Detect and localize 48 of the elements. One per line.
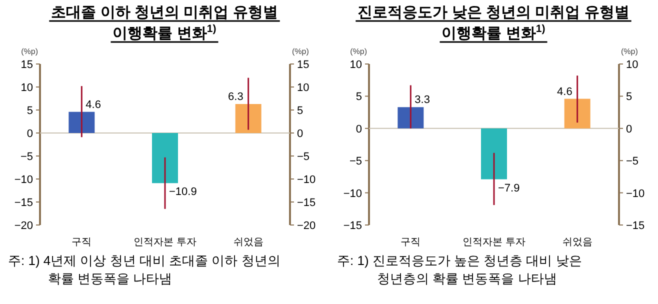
y2-tick-label: 10 <box>626 59 638 71</box>
y-tick-label: −5 <box>20 151 33 163</box>
y-tick-label: −15 <box>14 197 33 209</box>
data-label: 6.3 <box>228 91 244 104</box>
data-label: 4.6 <box>557 86 572 98</box>
y2-tick-label: −5 <box>297 151 310 163</box>
y2-tick-label: −5 <box>626 156 639 168</box>
x-tick-label: 쉬었음 <box>233 237 264 248</box>
y-tick-label: 5 <box>356 91 362 104</box>
x-tick-label: 인적자본 투자 <box>462 237 526 248</box>
y2-tick-label: 5 <box>297 105 304 117</box>
y2-tick-label: −10 <box>626 188 645 200</box>
y-tick-label: 0 <box>356 123 362 136</box>
data-label: 4.6 <box>86 98 101 111</box>
y2-tick-label: 0 <box>626 123 632 136</box>
data-label: −10.9 <box>169 186 197 198</box>
y-tick-label: 15 <box>20 59 33 71</box>
y2-axis-title: (%p) <box>292 47 310 56</box>
text: 주: 1) 4년제 이상 청년 대비 초대졸 이하 청년의 확률 변동폭을 나타냄 <box>8 253 280 286</box>
y-tick-label: −15 <box>343 220 362 232</box>
chart-title: 초대졸 이하 청년의 미취업 유형별 이행확률 변화$^{1)}$ <box>51 4 278 42</box>
y2-tick-label: 10 <box>297 82 310 94</box>
y2-tick-label: 0 <box>297 128 304 140</box>
y-tick-label: −5 <box>349 156 362 168</box>
y2-tick-label: −10 <box>297 174 316 186</box>
y-tick-label: 10 <box>20 82 33 94</box>
data-label: 3.3 <box>414 94 430 106</box>
y-tick-label: −20 <box>14 220 33 232</box>
y-tick-label: 0 <box>26 128 33 140</box>
x-tick-label: 인적자본 투자 <box>134 237 196 248</box>
y2-axis-title: (%p) <box>621 47 638 56</box>
chart-title: 진로적응도가 낮은 청년의 미취업 유형별 이행확률 변화$^{1)}$ <box>358 4 630 42</box>
y-axis-title: (%p) <box>350 47 368 56</box>
y2-tick-label: 15 <box>297 59 310 71</box>
text: 주: 1) 진로적응도가 높은 청년층 대비 낮은 청년층의 확률 변동폭을 나타냄 <box>337 253 582 286</box>
y-tick-label: 5 <box>26 105 33 117</box>
y2-tick-label: −15 <box>626 220 645 232</box>
x-tick-label: 구직 <box>400 237 421 248</box>
y2-tick-label: 5 <box>626 91 632 104</box>
y-axis-title: (%p) <box>21 47 38 56</box>
y-tick-label: 10 <box>350 59 362 71</box>
data-label: −7.9 <box>498 182 520 194</box>
x-tick-label: 쉬었음 <box>562 237 592 248</box>
y-tick-label: −10 <box>343 188 362 200</box>
x-tick-label: 구직 <box>72 237 92 248</box>
y2-tick-label: −20 <box>297 220 316 232</box>
y-tick-label: −10 <box>14 174 33 186</box>
y2-tick-label: −15 <box>297 197 316 209</box>
